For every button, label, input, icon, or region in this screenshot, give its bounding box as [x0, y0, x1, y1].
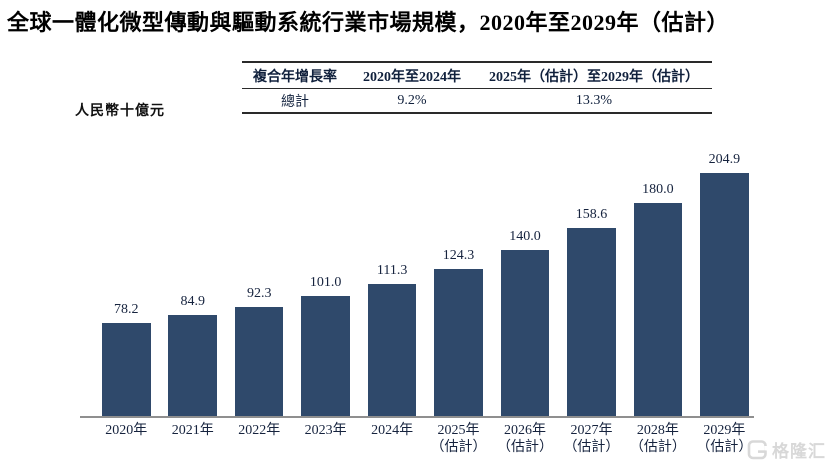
x-axis-label: 2029年 （估計）	[696, 423, 753, 455]
bar-value-label: 111.3	[376, 263, 408, 279]
bar-2029年	[700, 173, 749, 416]
bar-value-label: 158.6	[575, 206, 608, 222]
table-header-cagr: 複合年增長率	[253, 69, 337, 85]
table-cell-cagr-2020-2024: 9.2%	[397, 92, 427, 108]
bar-2020年	[102, 323, 151, 416]
cagr-table-data-row: 總計 9.2% 13.3%	[242, 89, 712, 114]
bar-2022年	[234, 306, 284, 416]
bar-chart-plot: 78.2 2020年 84.9 2021年 92.3 2022年 101.0 2023年 111…	[80, 140, 754, 455]
cagr-table: 複合年增長率 2020年至2024年 2025年（估計）至2029年（估計） 總…	[242, 61, 712, 114]
gelonghui-watermark: 格隆汇	[747, 437, 826, 462]
bar-value-label: 101.0	[309, 275, 342, 291]
x-axis-label: 2022年	[238, 423, 281, 438]
page-title: 全球一體化微型傳動與驅動系統行業市場規模，2020年至2029年（估計）	[7, 10, 730, 35]
x-axis-label: 2027年 （估計）	[563, 423, 620, 455]
x-axis-label: 2020年	[105, 423, 148, 438]
bar-value-label: 92.3	[246, 285, 272, 301]
x-axis-label: 2024年	[371, 423, 414, 438]
x-axis-label: 2023年	[304, 423, 347, 438]
y-axis-unit-label: 人民幣十億元	[75, 104, 165, 119]
gelonghui-logo-icon	[747, 439, 768, 460]
bar-2024年	[367, 284, 417, 416]
bar-2027年	[567, 227, 616, 416]
table-cell-cagr-2025-2029: 13.3%	[575, 92, 613, 108]
bar-value-label: 124.3	[442, 247, 475, 263]
x-axis-label: 2021年	[171, 423, 214, 438]
x-axis-label: 2028年 （估計）	[629, 423, 686, 455]
bar-value-label: 78.2	[114, 302, 139, 318]
bar-2023年	[301, 296, 350, 416]
bar-2026年	[500, 249, 550, 416]
bar-2021年	[168, 315, 218, 416]
bar-value-label: 84.9	[180, 294, 206, 310]
x-axis-label: 2026年 （估計）	[497, 423, 553, 455]
bar-value-label: 140.0	[509, 228, 541, 244]
table-header-2025-2029: 2025年（估計）至2029年（估計）	[489, 69, 699, 85]
bar-value-label: 204.9	[708, 152, 741, 167]
cagr-table-header-row: 複合年增長率 2020年至2024年 2025年（估計）至2029年（估計）	[242, 61, 712, 89]
gelonghui-logo-text: 格隆汇	[772, 442, 826, 461]
table-cell-total-label: 總計	[281, 94, 309, 110]
table-header-2020-2024: 2020年至2024年	[363, 69, 461, 85]
bar-value-label: 180.0	[642, 181, 674, 197]
bar-2028年	[633, 202, 683, 416]
x-axis-label: 2025年 （估計）	[430, 423, 487, 455]
bar-2025年	[434, 268, 483, 416]
